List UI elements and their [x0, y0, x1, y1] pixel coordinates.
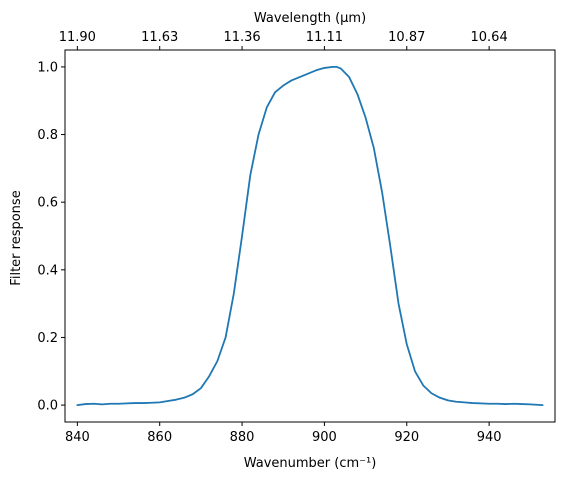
- top-tick-label: 10.87: [388, 30, 425, 45]
- top-tick-label: 11.11: [306, 30, 343, 45]
- top-axis-title-text: Wavelength (μm): [254, 11, 366, 26]
- y-tick-label: 1.0: [37, 60, 58, 75]
- top-tick-label: 11.90: [59, 30, 96, 45]
- axes: 840 860 880 900 920 940 0.0 0.2 0.4 0.6 0.8 1.011.9…: [37, 30, 556, 445]
- x-axis-title: Wavenumber (cm⁻¹): [244, 456, 377, 471]
- top-axis-title: Wavelength (μm): [254, 11, 366, 26]
- y-tick-label: 0.8: [37, 128, 58, 143]
- top-tick-label: 10.64: [471, 30, 508, 45]
- y-axis-title: Filter response: [9, 190, 24, 285]
- x-tick-label: 840: [65, 430, 90, 445]
- y-tick-label: 0.0: [37, 399, 58, 414]
- y-tick-label: 0.2: [37, 331, 58, 346]
- x-tick-label: 920: [394, 430, 419, 445]
- top-tick-label: 11.63: [141, 30, 178, 45]
- x-tick-label: 940: [477, 430, 502, 445]
- y-tick-label: 0.4: [37, 263, 58, 278]
- x-tick-label: 900: [312, 430, 337, 445]
- plot-frame: [64, 49, 556, 423]
- filter-response-line: [76, 66, 544, 406]
- x-tick-label: 860: [147, 430, 172, 445]
- plot-area: [76, 66, 544, 406]
- y-tick-label: 0.6: [37, 196, 58, 211]
- x-tick-label: 880: [230, 430, 255, 445]
- top-tick-label: 11.36: [223, 30, 260, 45]
